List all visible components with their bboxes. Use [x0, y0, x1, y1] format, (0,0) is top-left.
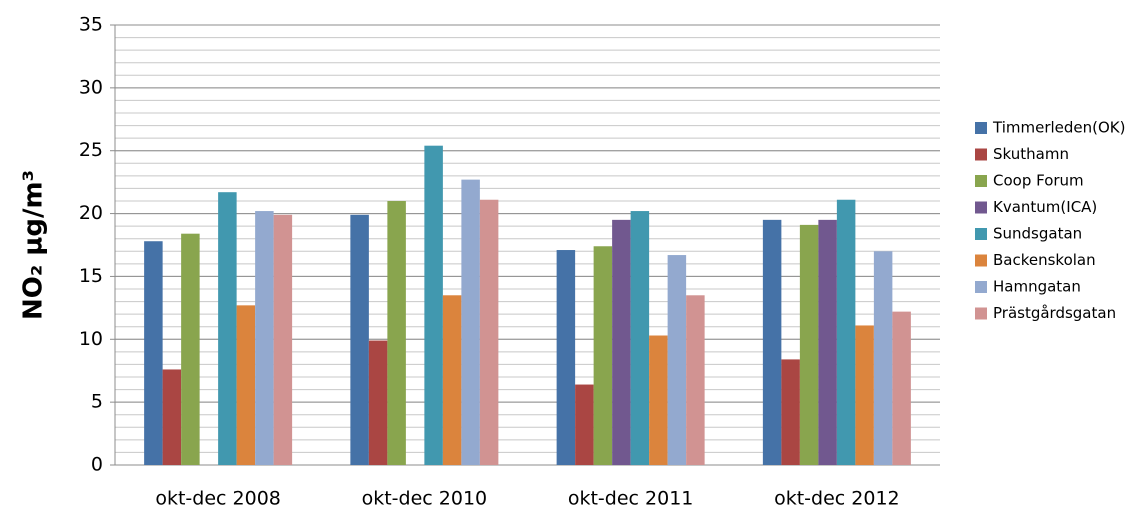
bar: [144, 241, 163, 465]
legend-label: Kvantum(ICA): [993, 198, 1097, 216]
x-tick-label: okt-dec 2008: [155, 488, 281, 510]
bar: [892, 311, 911, 465]
bar: [479, 199, 499, 465]
x-tick-label: okt-dec 2010: [362, 488, 488, 510]
bar: [236, 305, 256, 465]
bar: [649, 335, 668, 465]
legend-label: Coop Forum: [993, 172, 1084, 190]
bar: [818, 219, 837, 465]
bar: [273, 214, 293, 465]
legend-swatch: [975, 201, 987, 214]
y-tick-label: 5: [91, 391, 103, 413]
legend-swatch: [975, 228, 987, 240]
bar: [630, 211, 650, 465]
bar: [873, 251, 893, 465]
bar: [762, 219, 782, 465]
legend-label: Sundsgatan: [993, 225, 1082, 243]
bar: [442, 295, 462, 465]
y-tick-label: 25: [79, 139, 103, 161]
bar: [368, 340, 388, 465]
y-tick-label: 20: [79, 202, 103, 224]
bar: [218, 192, 237, 465]
bar: [461, 179, 480, 465]
y-tick-label: 10: [79, 328, 103, 350]
bar: [162, 369, 182, 465]
legend-swatch: [975, 254, 987, 267]
legend-swatch: [975, 122, 987, 134]
bar: [855, 325, 874, 465]
bar: [667, 255, 687, 465]
bar: [781, 359, 800, 465]
legend-label: Backenskolan: [993, 251, 1096, 269]
legend-swatch: [975, 175, 987, 187]
y-axis-label: NO₂ µg/m³: [19, 170, 49, 320]
bar: [836, 199, 856, 465]
bar: [387, 201, 406, 465]
bar: [593, 246, 613, 465]
legend-label: Timmerleden(OK): [992, 119, 1126, 137]
x-tick-label: okt-dec 2011: [568, 488, 694, 510]
bar: [575, 384, 594, 465]
y-tick-label: 30: [79, 76, 103, 98]
bar: [424, 145, 443, 465]
legend-label: Hamngatan: [993, 278, 1081, 296]
y-tick-label: 15: [79, 265, 103, 287]
legend-swatch: [975, 281, 987, 293]
y-tick-label: 35: [79, 14, 103, 36]
legend-swatch: [975, 307, 987, 320]
legend-label: Prästgårdsgatan: [993, 304, 1116, 322]
bar: [612, 219, 631, 465]
legend-swatch: [975, 148, 987, 161]
legend-label: Skuthamn: [993, 145, 1069, 163]
bar: [350, 214, 369, 465]
y-tick-label: 0: [91, 454, 103, 476]
bar: [686, 295, 705, 465]
bar: [255, 211, 274, 465]
bar: [799, 224, 819, 465]
x-tick-label: okt-dec 2012: [774, 488, 900, 510]
bar: [181, 233, 200, 465]
bar: [556, 250, 576, 465]
